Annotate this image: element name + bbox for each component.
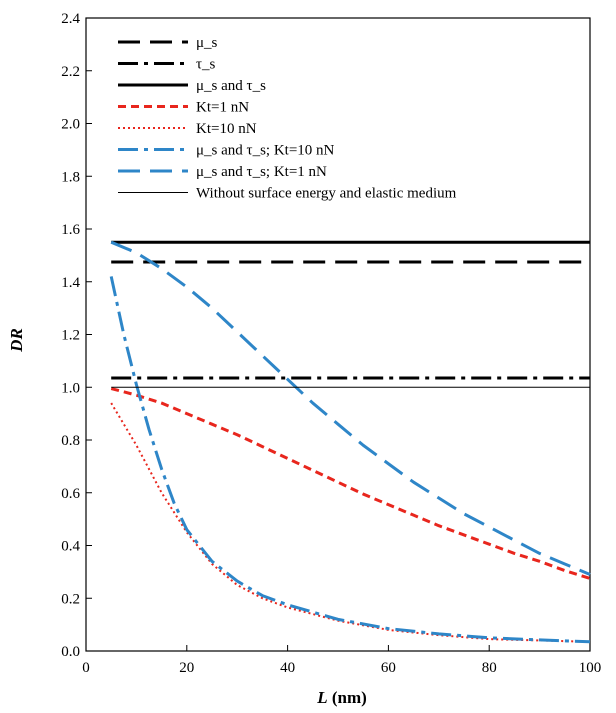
plot-frame <box>85 17 591 652</box>
y-tick-label: 2.4 <box>61 11 80 27</box>
y-tick-label: 1.6 <box>61 222 80 238</box>
x-axis-symbol: L <box>316 688 327 707</box>
y-tick-label: 2.0 <box>61 117 80 133</box>
plot-border <box>85 17 591 652</box>
x-axis: 0 20 40 60 80 100 <box>82 645 601 676</box>
x-axis-unit: (nm) <box>328 688 367 707</box>
legend-label: μ_s <box>196 35 218 51</box>
series-line-s-and-s-kt-1-nn <box>110 240 591 576</box>
y-axis-title: DR <box>7 328 26 353</box>
legend-label: μ_s and τ_s; Kt=1 nN <box>196 164 327 180</box>
legend-label: μ_s and τ_s <box>196 78 266 94</box>
y-tick-label: 0.0 <box>61 644 80 660</box>
legend-label: Kt=1 nN <box>196 100 249 116</box>
x-axis-title: L (nm) <box>316 688 367 707</box>
y-tick-label: 0.6 <box>61 486 80 502</box>
legend: μ_s τ_s μ_s and τ_s Kt=1 nN Kt=10 nN μ_s and … <box>118 35 457 202</box>
legend-label: τ_s <box>196 57 216 73</box>
y-tick-label: 1.8 <box>61 169 80 185</box>
y-axis: 0.0 0.2 0.4 0.6 0.8 1.0 1.2 1.4 1.6 1.8 2.0 2.2 2.4 <box>61 11 92 660</box>
y-tick-label: 1.0 <box>61 380 80 396</box>
x-tick-label: 60 <box>381 660 396 676</box>
legend-label: Kt=10 nN <box>196 121 257 137</box>
series-line-kt-1-nn <box>110 387 591 580</box>
series-line-kt-10-nn <box>110 402 591 643</box>
x-tick-label: 0 <box>82 660 90 676</box>
legend-label: μ_s and τ_s; Kt=10 nN <box>196 143 335 159</box>
x-tick-label: 100 <box>579 660 602 676</box>
x-tick-label: 20 <box>179 660 194 676</box>
x-tick-label: 40 <box>280 660 295 676</box>
y-tick-label: 0.4 <box>61 539 80 555</box>
y-tick-label: 0.8 <box>61 433 80 449</box>
y-tick-label: 0.2 <box>61 591 80 607</box>
y-tick-label: 1.4 <box>61 275 80 291</box>
series-line-s-and-s-kt-10-nn <box>109 276 591 644</box>
x-tick-label: 80 <box>482 660 497 676</box>
legend-label: Without surface energy and elastic mediu… <box>196 186 457 202</box>
y-tick-label: 1.2 <box>61 328 80 344</box>
series-layer <box>109 240 591 644</box>
y-tick-label: 2.2 <box>61 64 80 80</box>
